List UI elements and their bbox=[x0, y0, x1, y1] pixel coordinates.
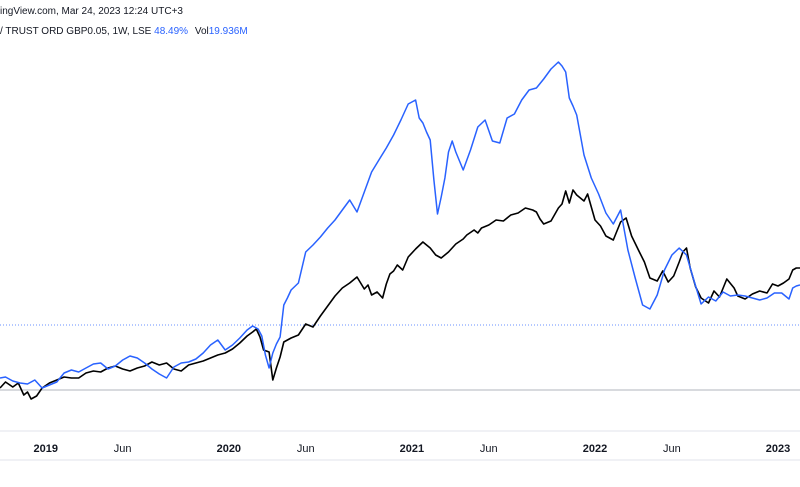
x-tick-label: 2021 bbox=[400, 443, 424, 455]
x-tick-label: Jun bbox=[480, 443, 498, 455]
legend-vol-value: 19.936M bbox=[208, 26, 248, 37]
x-tick-label: 2020 bbox=[217, 443, 241, 455]
chart-legend: / TRUST ORD GBP0.05, 1W, LSE 48.49% Vol1… bbox=[0, 26, 248, 37]
legend-change: 48.49% bbox=[154, 26, 189, 37]
header-text: ingView.com, Mar 24, 2023 12:24 UTC+3 bbox=[0, 6, 183, 17]
x-tick-label: Jun bbox=[297, 443, 315, 455]
legend-vol-label: Vol bbox=[194, 26, 209, 37]
x-tick-label: Jun bbox=[663, 443, 681, 455]
x-tick-label: Jun bbox=[114, 443, 132, 455]
x-tick-label: 2022 bbox=[583, 443, 607, 455]
series-line-compare bbox=[0, 61, 800, 389]
series-line-main bbox=[0, 189, 800, 400]
chart-header: ingView.com, Mar 24, 2023 12:24 UTC+3 bbox=[0, 6, 183, 17]
legend-symbol: / TRUST ORD GBP0.05, 1W, LSE bbox=[0, 26, 152, 37]
x-tick-label: 2023 bbox=[766, 443, 790, 455]
x-tick-label: 2019 bbox=[34, 443, 58, 455]
